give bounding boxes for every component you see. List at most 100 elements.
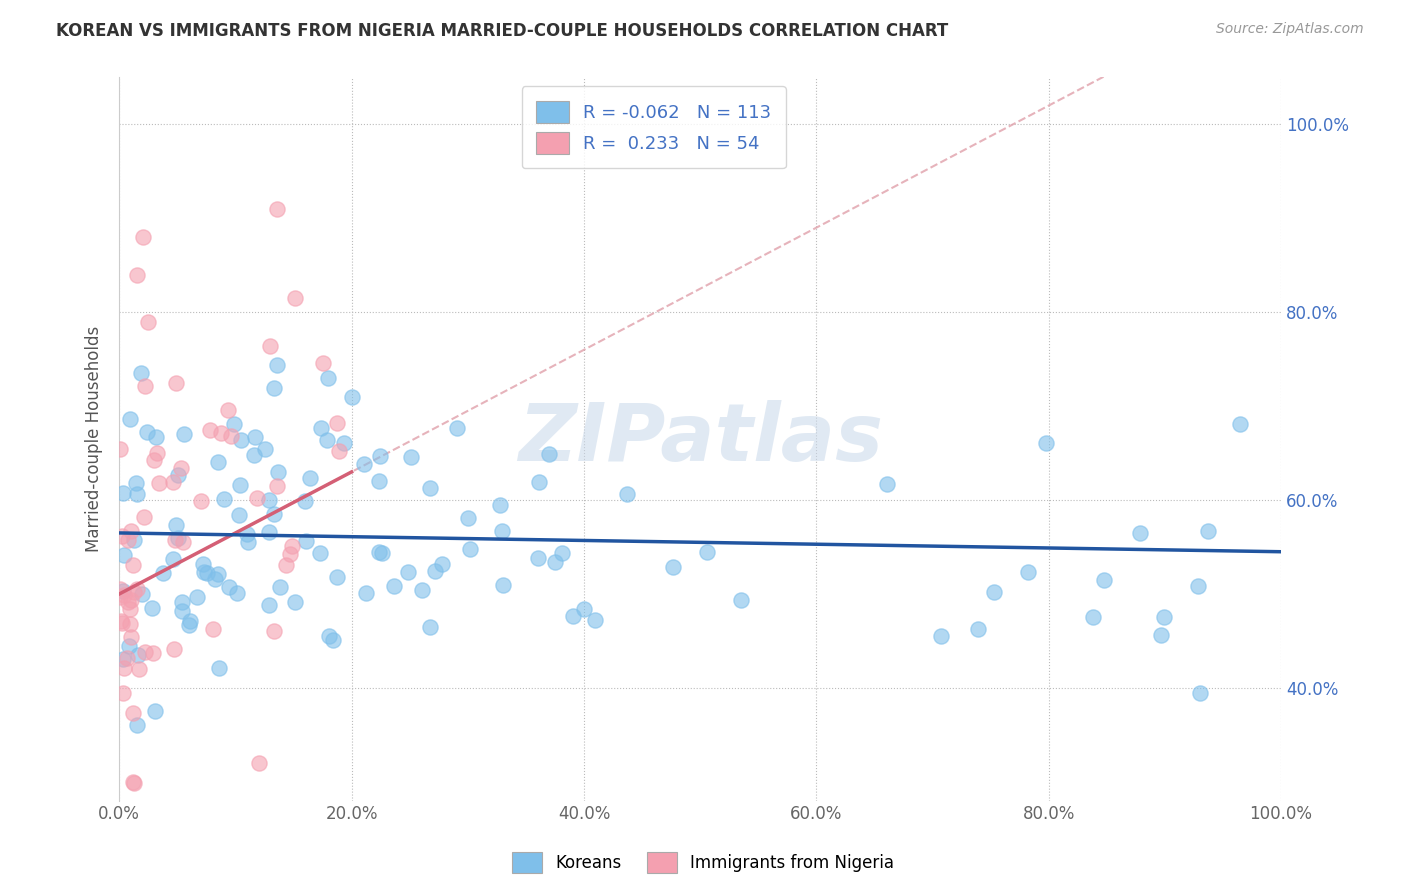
- Point: [367, 474, 389, 488]
- Point: [131, 230, 153, 244]
- Point: [1017, 565, 1039, 579]
- Point: [115, 650, 138, 665]
- Point: [136, 315, 159, 329]
- Point: [193, 565, 215, 579]
- Point: [253, 442, 276, 456]
- Point: [325, 416, 347, 430]
- Point: [125, 718, 148, 732]
- Point: [398, 566, 420, 580]
- Point: [242, 448, 264, 462]
- Point: [876, 476, 898, 491]
- Point: [117, 533, 139, 547]
- Point: [228, 508, 250, 522]
- Point: [488, 498, 510, 512]
- Point: [446, 421, 468, 435]
- Point: [152, 566, 174, 580]
- Point: [127, 582, 149, 596]
- Point: [132, 510, 155, 524]
- Point: [269, 580, 291, 594]
- Point: [583, 613, 606, 627]
- Point: [399, 450, 422, 465]
- Point: [367, 545, 389, 559]
- Point: [120, 592, 142, 607]
- Point: [333, 435, 356, 450]
- Point: [730, 593, 752, 607]
- Point: [309, 545, 332, 559]
- Point: [1187, 579, 1209, 593]
- Point: [190, 493, 212, 508]
- Point: [318, 371, 340, 385]
- Legend: Koreans, Immigrants from Nigeria: Koreans, Immigrants from Nigeria: [505, 846, 901, 880]
- Point: [457, 510, 479, 524]
- Point: [315, 433, 337, 447]
- Point: [143, 453, 166, 467]
- Point: [371, 546, 394, 560]
- Point: [423, 564, 446, 578]
- Point: [127, 486, 149, 500]
- Point: [120, 630, 142, 644]
- Point: [193, 557, 215, 571]
- Point: [263, 624, 285, 638]
- Point: [114, 661, 136, 675]
- Point: [284, 291, 307, 305]
- Point: [118, 602, 141, 616]
- Point: [218, 581, 240, 595]
- Point: [1081, 610, 1104, 624]
- Point: [117, 595, 139, 609]
- Point: [110, 442, 132, 456]
- Point: [616, 486, 638, 500]
- Point: [294, 534, 316, 549]
- Point: [299, 471, 322, 485]
- Point: [322, 632, 344, 647]
- Point: [267, 465, 290, 479]
- Text: ZIPatlas: ZIPatlas: [517, 400, 883, 478]
- Point: [1092, 573, 1115, 587]
- Point: [195, 566, 218, 580]
- Point: [209, 426, 232, 441]
- Point: [148, 475, 170, 490]
- Point: [562, 609, 585, 624]
- Point: [1188, 686, 1211, 700]
- Point: [368, 449, 391, 463]
- Point: [263, 381, 285, 395]
- Point: [146, 446, 169, 460]
- Point: [122, 776, 145, 790]
- Point: [124, 533, 146, 548]
- Point: [162, 475, 184, 489]
- Point: [460, 541, 482, 556]
- Point: [309, 421, 332, 435]
- Point: [572, 601, 595, 615]
- Point: [1197, 524, 1219, 539]
- Point: [118, 412, 141, 426]
- Point: [266, 358, 288, 372]
- Point: [1035, 435, 1057, 450]
- Point: [134, 379, 156, 393]
- Point: [263, 507, 285, 521]
- Point: [245, 491, 267, 505]
- Point: [122, 774, 145, 789]
- Text: Source: ZipAtlas.com: Source: ZipAtlas.com: [1216, 22, 1364, 37]
- Point: [170, 595, 193, 609]
- Point: [163, 533, 186, 548]
- Point: [662, 559, 685, 574]
- Point: [1153, 610, 1175, 624]
- Point: [141, 601, 163, 615]
- Point: [247, 756, 270, 770]
- Point: [1150, 628, 1173, 642]
- Point: [419, 481, 441, 495]
- Point: [225, 586, 247, 600]
- Point: [353, 457, 375, 471]
- Point: [165, 376, 187, 390]
- Point: [110, 614, 132, 628]
- Point: [278, 547, 301, 561]
- Point: [120, 617, 142, 632]
- Point: [551, 546, 574, 560]
- Point: [172, 535, 194, 549]
- Point: [1129, 525, 1152, 540]
- Point: [236, 526, 259, 541]
- Point: [312, 356, 335, 370]
- Point: [491, 524, 513, 538]
- Point: [110, 528, 132, 542]
- Point: [173, 427, 195, 442]
- Point: [111, 686, 134, 700]
